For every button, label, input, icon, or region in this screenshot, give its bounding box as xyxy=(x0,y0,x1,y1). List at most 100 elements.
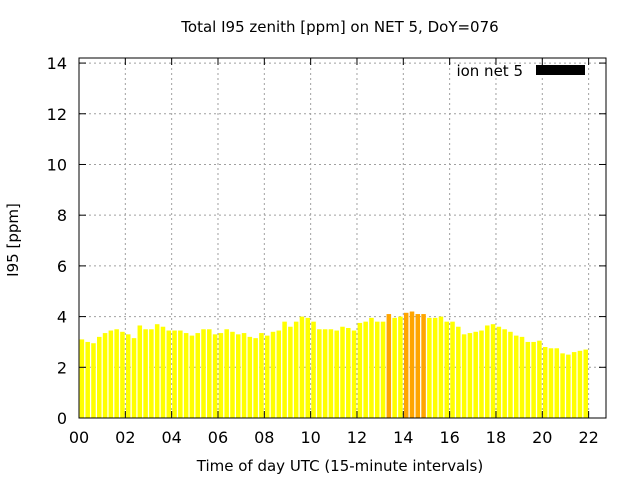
ticks xyxy=(78,58,606,419)
bar xyxy=(490,324,496,418)
bar xyxy=(432,317,438,418)
bar xyxy=(189,335,195,418)
bar xyxy=(571,352,577,418)
bar xyxy=(525,341,531,418)
bar xyxy=(125,334,131,418)
y-tick-label: 8 xyxy=(57,206,67,225)
bar xyxy=(380,321,386,418)
x-tick-label: 00 xyxy=(69,428,89,447)
x-tick-label: 12 xyxy=(347,428,367,447)
x-tick-label: 22 xyxy=(578,428,598,447)
bar xyxy=(560,353,565,418)
bar xyxy=(160,326,166,418)
bar xyxy=(178,330,183,418)
bar xyxy=(444,321,450,418)
x-tick-label: 10 xyxy=(300,428,320,447)
bar xyxy=(149,329,154,418)
bar xyxy=(386,314,392,418)
bar xyxy=(207,329,212,418)
bar xyxy=(91,343,96,418)
bar xyxy=(114,329,119,418)
bar xyxy=(415,314,421,418)
y-tick-label: 2 xyxy=(57,358,67,377)
x-tick-label: 04 xyxy=(161,428,181,447)
legend-label: ion net 5 xyxy=(456,62,523,80)
bar xyxy=(519,336,525,418)
legend: ion net 5 xyxy=(456,62,585,80)
bar xyxy=(317,329,322,418)
bar xyxy=(531,341,536,418)
y-tick-label: 10 xyxy=(47,155,67,174)
bar xyxy=(218,333,224,418)
bar xyxy=(542,347,548,418)
bar xyxy=(554,348,560,418)
bar xyxy=(102,333,108,418)
bar xyxy=(230,331,235,418)
bar xyxy=(212,334,218,418)
x-tick-label: 02 xyxy=(115,428,135,447)
bar xyxy=(479,330,484,418)
bar xyxy=(392,317,397,418)
bar xyxy=(264,335,270,418)
bar xyxy=(340,326,345,418)
bar xyxy=(293,321,299,418)
bar xyxy=(363,321,368,418)
bar xyxy=(108,330,114,418)
bar xyxy=(369,317,374,418)
bar xyxy=(427,317,432,418)
bar xyxy=(235,334,241,418)
x-tick-label: 20 xyxy=(532,428,552,447)
bar xyxy=(467,333,473,418)
bar xyxy=(270,331,276,418)
bar xyxy=(548,348,554,418)
bar xyxy=(85,341,90,418)
bar xyxy=(253,338,258,418)
bar xyxy=(334,330,339,418)
y-axis-label: I95 [ppm] xyxy=(4,203,22,277)
bar xyxy=(403,312,409,418)
bar xyxy=(201,329,206,418)
bar xyxy=(508,331,513,418)
bar xyxy=(247,336,253,418)
bar xyxy=(351,330,357,418)
bar xyxy=(328,329,334,418)
bar xyxy=(97,336,102,418)
bar xyxy=(311,321,316,418)
bar xyxy=(537,340,542,418)
x-tick-labels: 00 02 04 06 08 10 12 14 16 18 20 22 xyxy=(69,428,599,447)
y-tick-label: 14 xyxy=(47,54,67,73)
y-tick-label: 6 xyxy=(57,257,67,276)
bar xyxy=(166,330,172,418)
bar xyxy=(322,329,328,418)
bar xyxy=(496,326,502,418)
bar xyxy=(224,329,229,418)
y-tick-labels: 0 2 4 6 8 10 12 14 xyxy=(47,54,67,428)
bar xyxy=(485,325,490,418)
bar xyxy=(282,321,287,418)
bar xyxy=(154,324,160,418)
x-tick-label: 16 xyxy=(439,428,459,447)
bar xyxy=(305,317,311,418)
bar xyxy=(183,333,189,418)
bar xyxy=(143,329,148,418)
bar xyxy=(131,338,137,418)
bar xyxy=(583,349,588,418)
bar xyxy=(456,326,461,418)
bar xyxy=(502,329,507,418)
y-tick-label: 4 xyxy=(57,308,67,327)
bar xyxy=(241,333,247,418)
x-tick-label: 18 xyxy=(486,428,506,447)
x-tick-label: 06 xyxy=(208,428,228,447)
x-axis-label: Time of day UTC (15-minute intervals) xyxy=(196,457,483,475)
bar xyxy=(398,316,403,418)
grid xyxy=(79,58,606,418)
bar xyxy=(195,333,200,418)
bar xyxy=(172,330,177,418)
bars xyxy=(79,311,588,418)
bar xyxy=(577,350,583,418)
y-tick-label: 0 xyxy=(57,409,67,428)
bar xyxy=(346,328,351,418)
bar xyxy=(438,316,444,418)
bar xyxy=(566,354,571,418)
